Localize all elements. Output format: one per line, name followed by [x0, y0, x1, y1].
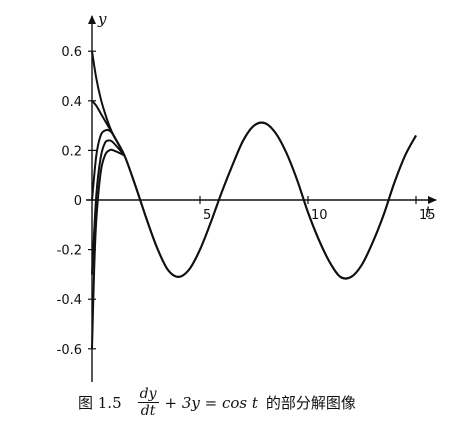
series-lines	[91, 51, 417, 349]
y-tick-label: -0.4	[57, 293, 82, 308]
x-tick-label: 15	[419, 208, 436, 223]
x-tick-label: 5	[203, 208, 211, 223]
axis-tick-labels: 5 10 15 -0.6 -0.4 -0.2 0 0.2 0.4 0.6	[57, 45, 436, 358]
y-tick-label: -0.2	[57, 244, 82, 259]
x-tick-label: 10	[311, 208, 328, 223]
figure-number: 图 1.5	[78, 394, 122, 412]
y-tick-label: 0.2	[61, 144, 82, 159]
caption-suffix: 的部分解图像	[265, 394, 356, 412]
solution-curve-4	[91, 139, 126, 275]
solution-curve-3	[91, 128, 126, 201]
fraction-numerator: dy	[137, 386, 159, 403]
y-axis-label: y	[97, 10, 107, 28]
figure-caption: 图 1.5 dy dt + 3y = cos t 的部分解图像	[0, 380, 476, 430]
y-tick-label: 0.4	[61, 95, 82, 110]
y-tick-label: 0	[74, 194, 82, 209]
solution-curve-2	[91, 100, 417, 280]
y-tick-label: 0.6	[61, 45, 82, 60]
solution-curve-1	[91, 51, 417, 280]
equation-rest: + 3y = cos t	[164, 393, 258, 412]
derivative-fraction: dy dt	[137, 386, 159, 419]
x-axis-label: t	[425, 203, 432, 221]
fraction-denominator: dt	[140, 403, 156, 419]
y-tick-label: -0.6	[57, 343, 82, 358]
solution-curve-5	[91, 148, 125, 349]
